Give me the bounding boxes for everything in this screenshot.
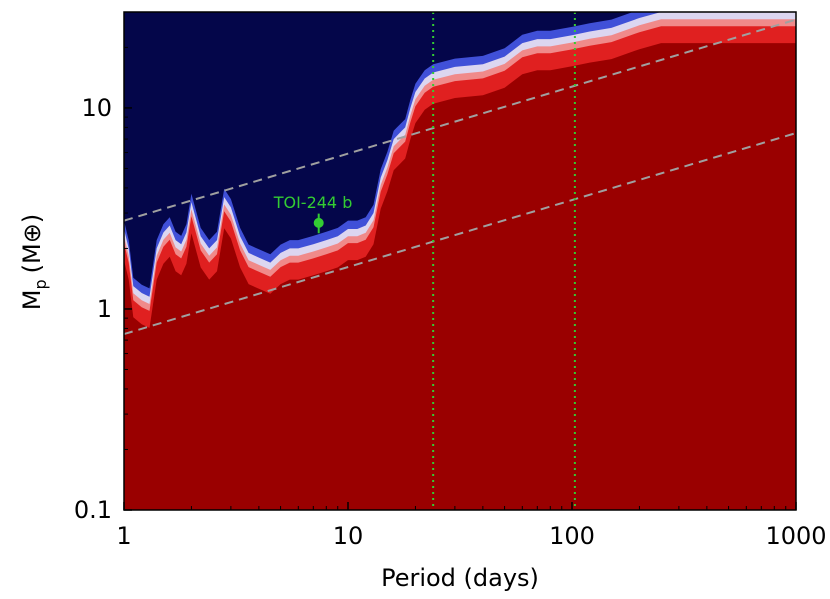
planet-marker-group: TOI-244 b bbox=[273, 193, 353, 234]
x-tick-label: 100 bbox=[549, 522, 595, 550]
guide-lines bbox=[124, 18, 796, 336]
plot-area bbox=[124, 12, 796, 510]
planet-label: TOI-244 b bbox=[273, 193, 353, 212]
x-tick-label: 10 bbox=[333, 522, 364, 550]
y-axis-label-main: M bbox=[18, 289, 46, 310]
y-tick-label: 0.1 bbox=[74, 496, 112, 524]
y-tick-label: 10 bbox=[81, 94, 112, 122]
y-axis-label: Mp (M⊕) bbox=[18, 214, 50, 310]
y-tick-label: 1 bbox=[97, 295, 112, 323]
detection-regions bbox=[124, 12, 796, 510]
y-axis-label-sub: p bbox=[31, 279, 50, 289]
guide-line-2 bbox=[124, 132, 796, 336]
plot-frame bbox=[123, 11, 797, 511]
planet-marker bbox=[313, 217, 324, 228]
y-axis-label-unit: (M⊕) bbox=[18, 214, 46, 274]
y-axis-ticks: 0.1 1 10 bbox=[74, 11, 132, 524]
guide-line-1 bbox=[124, 18, 796, 222]
x-tick-label: 1000 bbox=[765, 522, 826, 550]
vertical-period-lines bbox=[432, 12, 576, 510]
x-axis-label: Period (days) bbox=[381, 564, 539, 592]
region-dark-red bbox=[124, 43, 796, 510]
x-tick-label: 1 bbox=[116, 522, 131, 550]
x-axis-ticks: 1 10 100 1000 bbox=[116, 502, 827, 550]
